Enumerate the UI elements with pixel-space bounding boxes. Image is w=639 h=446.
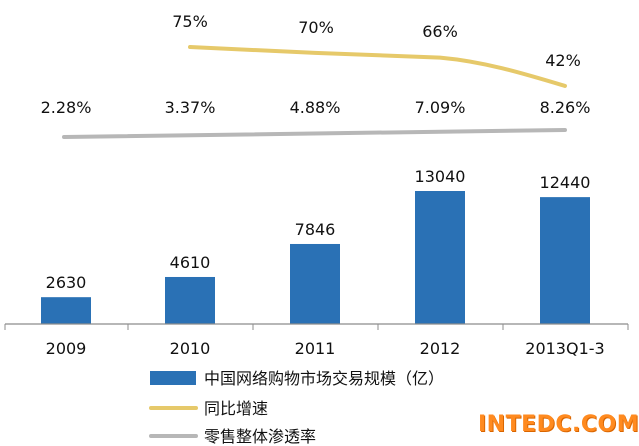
x-axis-ticks: 2009 2010 2011 2012 2013Q1-3 [4,324,629,358]
bar-value-label: 13040 [415,167,466,186]
bar-value-label: 7846 [295,220,336,239]
x-axis-tick-label: 2011 [295,339,336,358]
penetration-rate-label: 4.88% [290,98,341,117]
penetration-rate-label: 7.09% [415,98,466,117]
x-axis-tick-label: 2010 [170,339,211,358]
growth-rate-label: 75% [172,12,208,31]
penetration-rate-layer: 2.28% 3.37% 4.88% 7.09% 8.26% [41,98,591,139]
penetration-rate-label: 2.28% [41,98,92,117]
growth-rate-line [188,45,567,88]
legend-swatch [150,371,196,385]
growth-rate-label: 66% [422,22,458,41]
penetration-rate-label: 3.37% [165,98,216,117]
penetration-rate-label: 8.26% [540,98,591,117]
legend-label: 中国网络购物市场交易规模（亿） [204,369,444,388]
growth-rate-layer: 75% 70% 66% 42% [172,12,581,88]
growth-rate-label: 42% [545,51,581,70]
x-axis-tick-label: 2009 [46,339,87,358]
growth-rate-label: 70% [298,18,334,37]
x-axis-tick-label: 2012 [420,339,461,358]
bar-layer: 2630 4610 7846 13040 12440 [41,167,590,324]
bar-value-label: 12440 [540,173,591,192]
bar-2009 [41,297,91,324]
bar-2011 [290,243,340,324]
legend-label: 同比增速 [204,399,268,418]
bar-2012 [415,191,465,324]
bar-value-label: 2630 [46,273,87,292]
x-axis-tick-label: 2013Q1-3 [525,339,604,358]
bar-2010 [165,276,215,324]
watermark: INTEDC.COM [478,412,639,437]
legend-label: 零售整体渗透率 [204,427,316,446]
penetration-rate-line [62,128,567,139]
bar-value-label: 4610 [170,253,211,272]
bar-2013Q1-3 [540,197,590,324]
